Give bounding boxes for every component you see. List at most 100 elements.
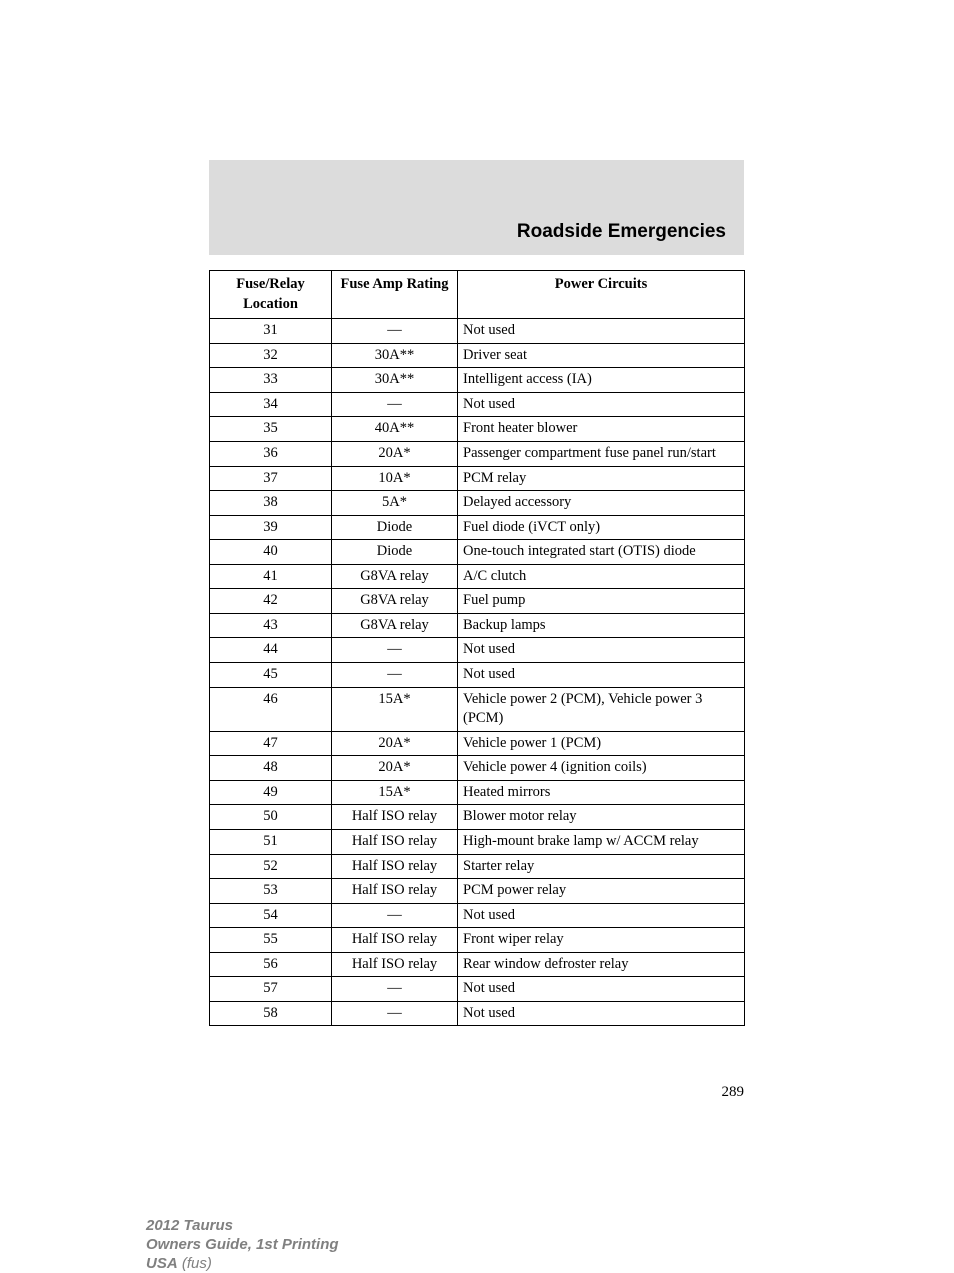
table-row: 40DiodeOne-touch integrated start (OTIS)… [210,540,745,565]
cell-location: 32 [210,343,332,368]
table-row: 4720A*Vehicle power 1 (PCM) [210,731,745,756]
cell-location: 53 [210,879,332,904]
cell-location: 51 [210,829,332,854]
cell-rating: 20A* [332,441,458,466]
cell-location: 55 [210,928,332,953]
cell-circuits: PCM power relay [458,879,745,904]
cell-rating: 20A* [332,731,458,756]
page-number: 289 [722,1084,745,1101]
cell-circuits: Not used [458,1001,745,1026]
cell-rating: Half ISO relay [332,879,458,904]
header-title: Roadside Emergencies [517,221,726,243]
footer-line-1: 2012 Taurus [146,1217,339,1236]
table-row: 53Half ISO relayPCM power relay [210,879,745,904]
cell-circuits: Fuel diode (iVCT only) [458,515,745,540]
cell-circuits: Vehicle power 2 (PCM), Vehicle power 3 (… [458,687,745,731]
table-row: 57—Not used [210,977,745,1002]
footer-line-2: Owners Guide, 1st Printing [146,1236,339,1255]
cell-location: 37 [210,466,332,491]
cell-location: 57 [210,977,332,1002]
cell-location: 45 [210,663,332,688]
cell-rating: Half ISO relay [332,952,458,977]
cell-location: 31 [210,319,332,344]
cell-circuits: Passenger compartment fuse panel run/sta… [458,441,745,466]
cell-circuits: Backup lamps [458,613,745,638]
cell-circuits: Not used [458,392,745,417]
cell-rating: — [332,663,458,688]
table-row: 39DiodeFuel diode (iVCT only) [210,515,745,540]
cell-rating: G8VA relay [332,589,458,614]
cell-circuits: Heated mirrors [458,780,745,805]
table-row: 55Half ISO relayFront wiper relay [210,928,745,953]
cell-location: 35 [210,417,332,442]
table-row: 4820A*Vehicle power 4 (ignition coils) [210,756,745,781]
cell-location: 36 [210,441,332,466]
cell-rating: — [332,392,458,417]
cell-rating: — [332,977,458,1002]
cell-location: 46 [210,687,332,731]
table-row: 3330A**Intelligent access (IA) [210,368,745,393]
cell-circuits: A/C clutch [458,564,745,589]
cell-circuits: Driver seat [458,343,745,368]
table-row: 50Half ISO relayBlower motor relay [210,805,745,830]
table-row: 4915A*Heated mirrors [210,780,745,805]
table-row: 34—Not used [210,392,745,417]
cell-rating: Half ISO relay [332,928,458,953]
table-row: 45—Not used [210,663,745,688]
fuse-table: Fuse/Relay Location Fuse Amp Rating Powe… [209,270,745,1026]
cell-rating: — [332,319,458,344]
cell-circuits: Not used [458,663,745,688]
cell-location: 47 [210,731,332,756]
table-row: 3710A*PCM relay [210,466,745,491]
table-row: 41G8VA relayA/C clutch [210,564,745,589]
cell-circuits: PCM relay [458,466,745,491]
table-row: 44—Not used [210,638,745,663]
cell-location: 44 [210,638,332,663]
cell-rating: 10A* [332,466,458,491]
cell-rating: — [332,903,458,928]
cell-location: 33 [210,368,332,393]
col-header-circuits: Power Circuits [458,271,745,319]
cell-location: 34 [210,392,332,417]
table-row: 385A*Delayed accessory [210,491,745,516]
cell-location: 50 [210,805,332,830]
cell-rating: 15A* [332,687,458,731]
cell-circuits: Fuel pump [458,589,745,614]
table-row: 43G8VA relayBackup lamps [210,613,745,638]
cell-circuits: Not used [458,903,745,928]
table-header-row: Fuse/Relay Location Fuse Amp Rating Powe… [210,271,745,319]
cell-location: 43 [210,613,332,638]
cell-circuits: Delayed accessory [458,491,745,516]
table-row: 3540A**Front heater blower [210,417,745,442]
cell-circuits: Blower motor relay [458,805,745,830]
cell-location: 39 [210,515,332,540]
table-row: 52Half ISO relayStarter relay [210,854,745,879]
cell-location: 38 [210,491,332,516]
header-bar: Roadside Emergencies [209,160,744,255]
footer: 2012 Taurus Owners Guide, 1st Printing U… [146,1217,339,1273]
cell-location: 54 [210,903,332,928]
table-row: 58—Not used [210,1001,745,1026]
cell-rating: — [332,1001,458,1026]
cell-rating: Half ISO relay [332,854,458,879]
fuse-table-container: Fuse/Relay Location Fuse Amp Rating Powe… [209,270,744,1026]
cell-circuits: Starter relay [458,854,745,879]
cell-rating: 5A* [332,491,458,516]
cell-rating: G8VA relay [332,564,458,589]
cell-circuits: One-touch integrated start (OTIS) diode [458,540,745,565]
footer-line-3: USA (fus) [146,1255,339,1273]
table-row: 3620A*Passenger compartment fuse panel r… [210,441,745,466]
cell-location: 49 [210,780,332,805]
cell-location: 56 [210,952,332,977]
cell-circuits: Front heater blower [458,417,745,442]
cell-rating: Diode [332,540,458,565]
cell-rating: 40A** [332,417,458,442]
cell-rating: 20A* [332,756,458,781]
cell-circuits: Rear window defroster relay [458,952,745,977]
table-row: 51Half ISO relayHigh-mount brake lamp w/… [210,829,745,854]
cell-rating: G8VA relay [332,613,458,638]
table-row: 3230A**Driver seat [210,343,745,368]
cell-circuits: Front wiper relay [458,928,745,953]
cell-rating: — [332,638,458,663]
table-row: 4615A*Vehicle power 2 (PCM), Vehicle pow… [210,687,745,731]
